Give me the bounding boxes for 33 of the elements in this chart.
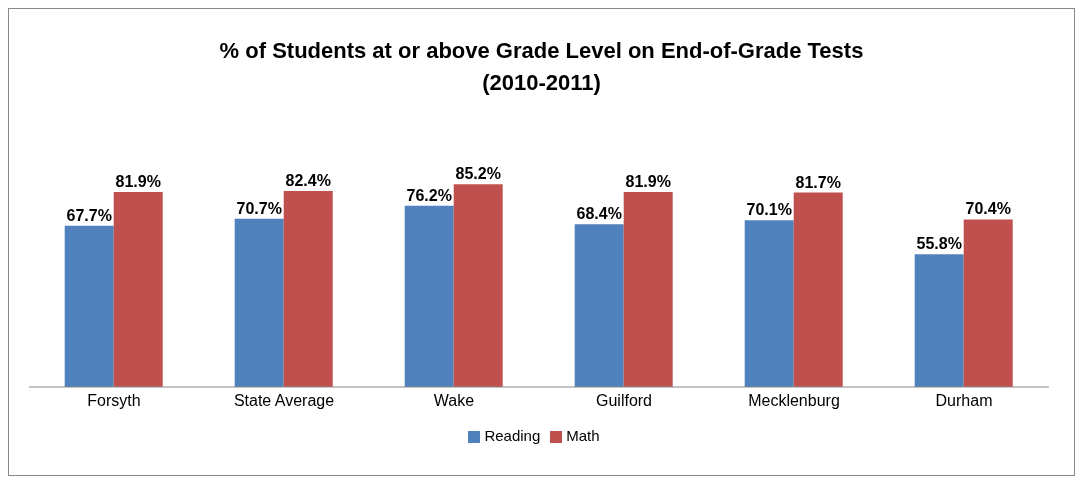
data-label: 76.2%	[406, 186, 452, 204]
x-tick-label: Wake	[433, 392, 475, 410]
data-label: 70.1%	[746, 201, 792, 219]
bar	[64, 225, 114, 387]
bar	[793, 192, 843, 387]
bar	[113, 192, 163, 387]
data-label: 85.2%	[455, 165, 501, 183]
data-label: 67.7%	[66, 206, 112, 224]
chart-title: % of Students at or above Grade Level on End-of-Grade Tests (2010-2011)	[218, 37, 865, 97]
bar	[963, 219, 1013, 387]
bar	[453, 184, 503, 387]
bar	[623, 192, 673, 387]
x-tick-label: Durham	[935, 392, 993, 410]
data-label: 81.7%	[795, 173, 841, 191]
x-tick-label: Forsyth	[87, 392, 141, 410]
bar	[283, 190, 333, 387]
bar	[914, 254, 964, 387]
data-label: 55.8%	[916, 235, 962, 253]
data-label: 81.9%	[115, 173, 161, 191]
data-label: 70.7%	[236, 199, 282, 217]
legend-label: Reading	[484, 427, 541, 444]
bar	[744, 220, 794, 387]
bar	[404, 205, 454, 387]
data-label: 70.4%	[965, 200, 1011, 218]
legend-label: Math	[566, 427, 600, 444]
x-tick-label: Guilford	[595, 392, 653, 410]
data-label: 81.9%	[625, 173, 671, 191]
x-tick-label: State Average	[233, 392, 335, 410]
data-label: 68.4%	[576, 205, 622, 223]
bar	[234, 218, 284, 387]
x-tick-label: Mecklenburg	[748, 392, 840, 410]
bar	[574, 224, 624, 387]
data-label: 82.4%	[285, 171, 331, 189]
